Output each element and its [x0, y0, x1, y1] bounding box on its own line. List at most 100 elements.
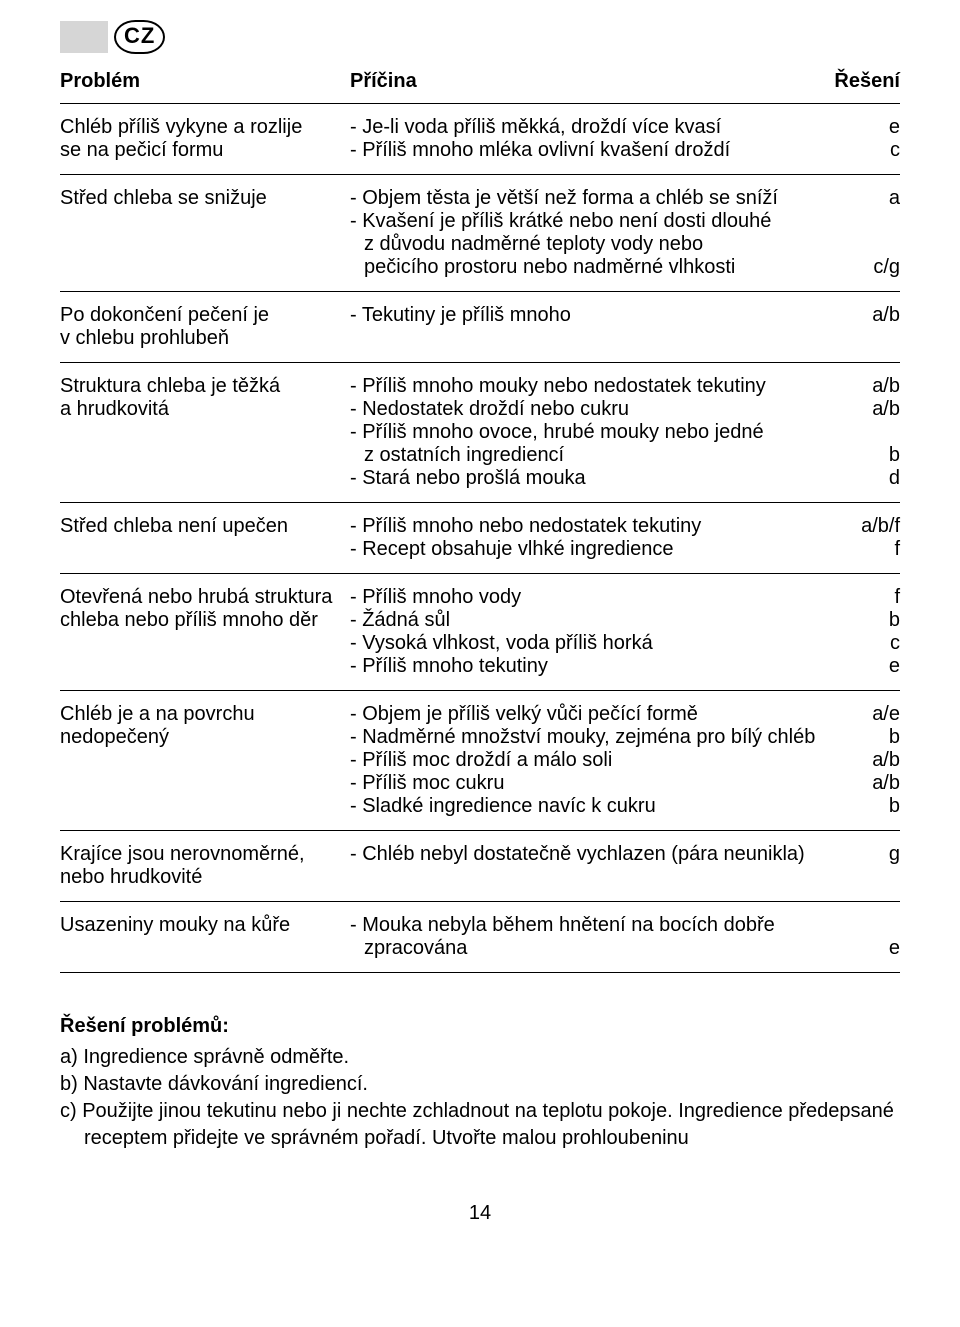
- problem-cell: Krajíce jsou nerovnoměrné,nebo hrudkovit…: [60, 831, 350, 902]
- cause-line: - Příliš moc droždí a málo soli: [350, 749, 828, 772]
- solution-code: a/b: [834, 375, 900, 398]
- solution-code: e: [834, 937, 900, 960]
- solution-code: a/b: [834, 772, 900, 795]
- header-problem: Problém: [60, 64, 350, 104]
- solution-item: c) Použijte jinou tekutinu nebo ji necht…: [60, 1098, 900, 1152]
- problem-line: Střed chleba se snižuje: [60, 187, 340, 210]
- cause-line: - Objem těsta je větší než forma a chléb…: [350, 187, 828, 210]
- cause-line: zpracována: [350, 937, 828, 960]
- solution-code: e: [834, 655, 900, 678]
- solution-code: b: [834, 795, 900, 818]
- solution-code: b: [834, 444, 900, 467]
- problem-line: Struktura chleba je těžká: [60, 375, 340, 398]
- table-row: Usazeniny mouky na kůře - Mouka nebyla bě…: [60, 902, 900, 973]
- solution-cell: a c/g: [834, 175, 900, 292]
- cause-line: pečicího prostoru nebo nadměrné vlhkosti: [350, 256, 828, 279]
- solution-code: a/b/f: [834, 515, 900, 538]
- table-row: Střed chleba není upečen - Příliš mnoho n…: [60, 503, 900, 574]
- table-row: Střed chleba se snižuje - Objem těsta je …: [60, 175, 900, 292]
- table-header-row: Problém Příčina Řešení: [60, 64, 900, 104]
- solution-code: g: [834, 843, 900, 866]
- cause-line: - Příliš mnoho tekutiny: [350, 655, 828, 678]
- solution-cell: g: [834, 831, 900, 902]
- solution-item: a) Ingredience správně odměřte.: [60, 1044, 900, 1071]
- solution-cell: e: [834, 902, 900, 973]
- solution-code: [834, 421, 900, 444]
- solution-code: c/g: [834, 256, 900, 279]
- grey-block: [60, 21, 108, 53]
- cause-line: z ostatních ingrediencí: [350, 444, 828, 467]
- solution-code: d: [834, 467, 900, 490]
- cause-line: - Objem je příliš velký vůči pečící form…: [350, 703, 828, 726]
- problem-line: Střed chleba není upečen: [60, 515, 340, 538]
- solution-cell: ec: [834, 104, 900, 175]
- problem-line: a hrudkovitá: [60, 398, 340, 421]
- table-row: Otevřená nebo hrubá strukturachleba nebo…: [60, 574, 900, 691]
- country-badge: CZ: [114, 20, 165, 54]
- header-solution: Řešení: [834, 64, 900, 104]
- problem-line: Chléb je a na povrchu: [60, 703, 340, 726]
- problem-line: Po dokončení pečení je: [60, 304, 340, 327]
- solution-cell: a/b: [834, 292, 900, 363]
- document-page: CZ Problém Příčina Řešení Chléb příliš v…: [0, 0, 960, 1255]
- problem-line: Otevřená nebo hrubá struktura: [60, 586, 340, 609]
- solution-cell: a/b/ff: [834, 503, 900, 574]
- solution-code: a/b: [834, 304, 900, 327]
- problem-line: nebo hrudkovité: [60, 866, 340, 889]
- cause-line: - Příliš moc cukru: [350, 772, 828, 795]
- solution-code: [834, 233, 900, 256]
- cause-line: - Vysoká vlhkost, voda příliš horká: [350, 632, 828, 655]
- problem-line: nedopečený: [60, 726, 340, 749]
- cause-line: - Příliš mnoho vody: [350, 586, 828, 609]
- solution-code: b: [834, 609, 900, 632]
- cause-line: - Sladké ingredience navíc k cukru: [350, 795, 828, 818]
- cause-cell: - Mouka nebyla během hnětení na bocích d…: [350, 902, 834, 973]
- solution-code: a: [834, 187, 900, 210]
- cause-line: - Příliš mnoho mléka ovlivní kvašení dro…: [350, 139, 828, 162]
- solution-code: b: [834, 726, 900, 749]
- table-row: Krajíce jsou nerovnoměrné,nebo hrudkovit…: [60, 831, 900, 902]
- cause-line: - Příliš mnoho ovoce, hrubé mouky nebo j…: [350, 421, 828, 444]
- badge-bar: CZ: [60, 20, 900, 54]
- cause-cell: - Tekutiny je příliš mnoho: [350, 292, 834, 363]
- problem-line: v chlebu prohlubeň: [60, 327, 340, 350]
- table-row: Chléb příliš vykyne a rozlijese na pečic…: [60, 104, 900, 175]
- cause-line: - Recept obsahuje vlhké ingredience: [350, 538, 828, 561]
- cause-cell: - Příliš mnoho mouky nebo nedostatek tek…: [350, 363, 834, 503]
- solution-code: [834, 210, 900, 233]
- cause-line: z důvodu nadměrné teploty vody nebo: [350, 233, 828, 256]
- cause-line: - Je-li voda příliš měkká, droždí více k…: [350, 116, 828, 139]
- cause-line: - Mouka nebyla během hnětení na bocích d…: [350, 914, 828, 937]
- solution-code: f: [834, 586, 900, 609]
- troubleshooting-table: Problém Příčina Řešení Chléb příliš vyky…: [60, 64, 900, 973]
- cause-cell: - Objem je příliš velký vůči pečící form…: [350, 691, 834, 831]
- table-row: Po dokončení pečení jev chlebu prohlubeň…: [60, 292, 900, 363]
- problem-line: Usazeniny mouky na kůře: [60, 914, 340, 937]
- table-row: Struktura chleba je těžkáa hrudkovitá- P…: [60, 363, 900, 503]
- problem-cell: Chléb příliš vykyne a rozlijese na pečic…: [60, 104, 350, 175]
- problem-line: chleba nebo příliš mnoho děr: [60, 609, 340, 632]
- problem-line: se na pečicí formu: [60, 139, 340, 162]
- solutions-title: Řešení problémů:: [60, 1013, 900, 1040]
- cause-cell: - Chléb nebyl dostatečně vychlazen (pára…: [350, 831, 834, 902]
- problem-cell: Usazeniny mouky na kůře: [60, 902, 350, 973]
- page-number: 14: [60, 1202, 900, 1225]
- problem-cell: Střed chleba se snižuje: [60, 175, 350, 292]
- cause-line: - Nadměrné množství mouky, zejména pro b…: [350, 726, 828, 749]
- solution-code: [834, 914, 900, 937]
- cause-line: - Tekutiny je příliš mnoho: [350, 304, 828, 327]
- solution-cell: fbce: [834, 574, 900, 691]
- solution-code: c: [834, 632, 900, 655]
- solution-item: b) Nastavte dávkování ingrediencí.: [60, 1071, 900, 1098]
- cause-cell: - Je-li voda příliš měkká, droždí více k…: [350, 104, 834, 175]
- problem-cell: Struktura chleba je těžkáa hrudkovitá: [60, 363, 350, 503]
- header-cause: Příčina: [350, 64, 834, 104]
- solution-code: a/e: [834, 703, 900, 726]
- problem-line: Chléb příliš vykyne a rozlije: [60, 116, 340, 139]
- problem-cell: Chléb je a na povrchunedopečený: [60, 691, 350, 831]
- cause-line: - Příliš mnoho nebo nedostatek tekutiny: [350, 515, 828, 538]
- problem-line: Krajíce jsou nerovnoměrné,: [60, 843, 340, 866]
- solution-code: e: [834, 116, 900, 139]
- solution-code: c: [834, 139, 900, 162]
- cause-line: - Kvašení je příliš krátké nebo není dos…: [350, 210, 828, 233]
